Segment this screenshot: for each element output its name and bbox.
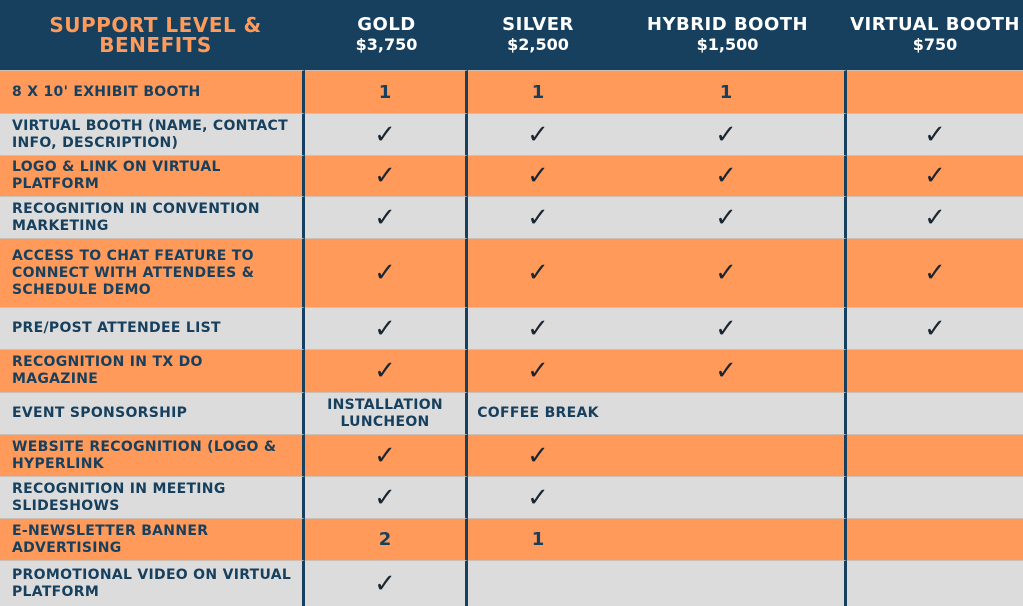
benefit-value: ✓: [468, 307, 608, 349]
column-name: HYBRID BOOTH: [646, 14, 809, 35]
benefit-label: PROMOTIONAL VIDEO ON VIRTUAL PLATFORM: [0, 560, 305, 606]
column-price: $3,750: [355, 35, 418, 54]
benefit-value: ✓: [608, 349, 847, 392]
benefit-value: [468, 560, 608, 606]
benefit-label: RECOGNITION IN TX DO MAGAZINE: [0, 349, 305, 392]
benefit-value: [608, 518, 847, 560]
benefit-value: ✓: [305, 196, 468, 238]
benefit-value: [608, 392, 847, 434]
benefit-value: 1: [468, 70, 608, 113]
benefit-value: [847, 392, 1023, 434]
benefit-value: ✓: [468, 113, 608, 155]
benefit-value: ✓: [608, 238, 847, 307]
benefit-value: 1: [305, 70, 468, 113]
benefit-value: ✓: [608, 196, 847, 238]
benefit-value: COFFEE BREAK: [468, 392, 608, 434]
benefit-value: [847, 349, 1023, 392]
benefit-value: 2: [305, 518, 468, 560]
benefit-value: ✓: [847, 196, 1023, 238]
benefit-value: ✓: [847, 155, 1023, 196]
benefit-value: [847, 560, 1023, 606]
benefit-value: ✓: [847, 307, 1023, 349]
column-name: VIRTUAL BOOTH: [850, 14, 1020, 35]
benefit-value: ✓: [468, 196, 608, 238]
column-header-gold: GOLD $3,750: [305, 0, 468, 70]
column-price: $1,500: [696, 35, 759, 54]
column-name: GOLD: [357, 14, 416, 35]
benefit-value: ✓: [305, 113, 468, 155]
benefit-label: RECOGNITION IN MEETING SLIDESHOWS: [0, 476, 305, 518]
table-title: SUPPORT LEVEL & BENEFITS: [0, 0, 305, 70]
benefit-value: ✓: [847, 238, 1023, 307]
benefit-value: ✓: [608, 113, 847, 155]
column-price: $2,500: [507, 35, 569, 54]
benefit-value: ✓: [305, 476, 468, 518]
benefit-value: ✓: [608, 155, 847, 196]
benefit-value: ✓: [305, 434, 468, 476]
benefit-value: ✓: [468, 476, 608, 518]
benefit-value: [847, 476, 1023, 518]
benefit-value: ✓: [847, 113, 1023, 155]
benefit-value: [608, 434, 847, 476]
benefit-label: WEBSITE RECOGNITION (LOGO & HYPERLINK: [0, 434, 305, 476]
column-header-virtual-booth: VIRTUAL BOOTH $750: [847, 0, 1023, 70]
benefit-value: ✓: [305, 307, 468, 349]
benefit-label: PRE/POST ATTENDEE LIST: [0, 307, 305, 349]
benefit-label: E-NEWSLETTER BANNER ADVERTISING: [0, 518, 305, 560]
benefit-label: 8 X 10' EXHIBIT BOOTH: [0, 70, 305, 113]
benefit-value: INSTALLATION LUNCHEON: [305, 392, 468, 434]
benefit-value: ✓: [468, 434, 608, 476]
benefit-value: ✓: [305, 349, 468, 392]
benefit-value: [847, 434, 1023, 476]
benefit-label: LOGO & LINK ON VIRTUAL PLATFORM: [0, 155, 305, 196]
benefit-value: ✓: [305, 155, 468, 196]
benefit-value: ✓: [468, 238, 608, 307]
benefit-label: ACCESS TO CHAT FEATURE TO CONNECT WITH A…: [0, 238, 305, 307]
benefit-value: ✓: [305, 238, 468, 307]
benefit-value: ✓: [468, 349, 608, 392]
column-name: SILVER: [502, 14, 574, 35]
column-header-silver: SILVER $2,500: [468, 0, 608, 70]
column-price: $750: [912, 35, 958, 54]
benefit-value: [608, 476, 847, 518]
benefit-label: RECOGNITION IN CONVENTION MARKETING: [0, 196, 305, 238]
benefit-value: ✓: [468, 155, 608, 196]
benefit-label: VIRTUAL BOOTH (NAME, CONTACT INFO, DESCR…: [0, 113, 305, 155]
benefit-value: [608, 560, 847, 606]
benefit-label: EVENT SPONSORSHIP: [0, 392, 305, 434]
benefit-value: ✓: [305, 560, 468, 606]
column-header-hybrid-booth: HYBRID BOOTH $1,500: [608, 0, 847, 70]
benefit-value: [847, 518, 1023, 560]
benefit-value: 1: [608, 70, 847, 113]
benefit-value: 1: [468, 518, 608, 560]
benefit-value: [847, 70, 1023, 113]
benefit-value: ✓: [608, 307, 847, 349]
